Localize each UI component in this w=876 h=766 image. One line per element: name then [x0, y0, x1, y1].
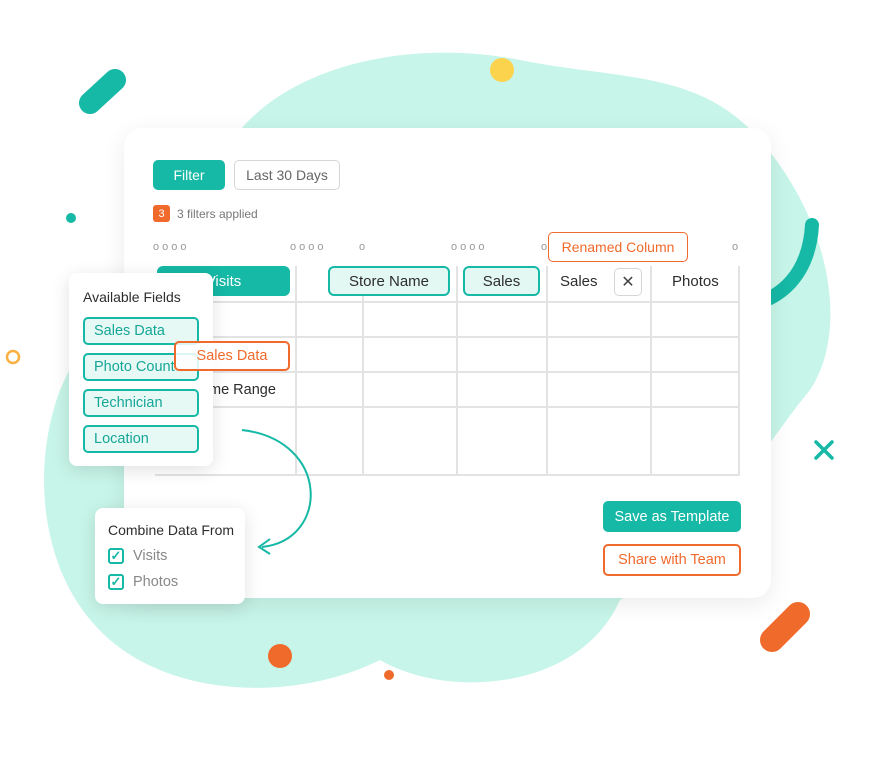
panel-title: Available Fields: [83, 289, 181, 305]
filter-count-badge: 3: [153, 205, 170, 222]
column-handle-dots[interactable]: oooo: [153, 241, 190, 253]
remove-column-button[interactable]: ✕: [614, 268, 642, 296]
renamed-column-tag[interactable]: Renamed Column: [548, 232, 688, 262]
checkbox-visits[interactable]: ✓: [108, 548, 124, 564]
column-header-sales-renamed[interactable]: Sales: [560, 273, 598, 290]
field-sales-data[interactable]: Sales Data: [83, 317, 199, 345]
share-with-team-button[interactable]: Share with Team: [603, 544, 741, 576]
field-location[interactable]: Location: [83, 425, 199, 453]
column-header-store-name[interactable]: Store Name: [328, 266, 450, 296]
data-table: [155, 266, 740, 476]
checkbox-photos[interactable]: ✓: [108, 574, 124, 590]
date-range-button[interactable]: Last 30 Days: [234, 160, 340, 190]
save-as-template-button[interactable]: Save as Template: [603, 501, 741, 532]
column-handle-dots[interactable]: oooo: [451, 241, 488, 253]
combine-data-panel: Combine Data From ✓ Visits ✓ Photos: [95, 508, 245, 604]
column-handle-dots[interactable]: o: [359, 241, 369, 253]
column-header-sales[interactable]: Sales: [463, 266, 540, 296]
checkbox-label: Photos: [133, 574, 179, 590]
dragging-field-sales-data[interactable]: Sales Data: [174, 341, 290, 371]
filters-applied-text: 3 filters applied: [177, 207, 258, 221]
column-handle-dots[interactable]: o: [732, 241, 742, 253]
column-header-photos[interactable]: Photos: [672, 273, 719, 290]
available-fields-panel: Available Fields Sales Data Photo Count …: [69, 273, 213, 466]
x-decoration-icon: [814, 440, 834, 460]
checkbox-label: Visits: [133, 548, 168, 564]
filter-button[interactable]: Filter: [153, 160, 225, 190]
panel-title: Combine Data From: [108, 522, 235, 538]
table-cell-text: me Range: [209, 382, 276, 398]
close-icon: ✕: [621, 274, 635, 291]
column-handle-dots[interactable]: o: [541, 241, 551, 253]
column-handle-dots[interactable]: oooo: [290, 241, 327, 253]
field-technician[interactable]: Technician: [83, 389, 199, 417]
